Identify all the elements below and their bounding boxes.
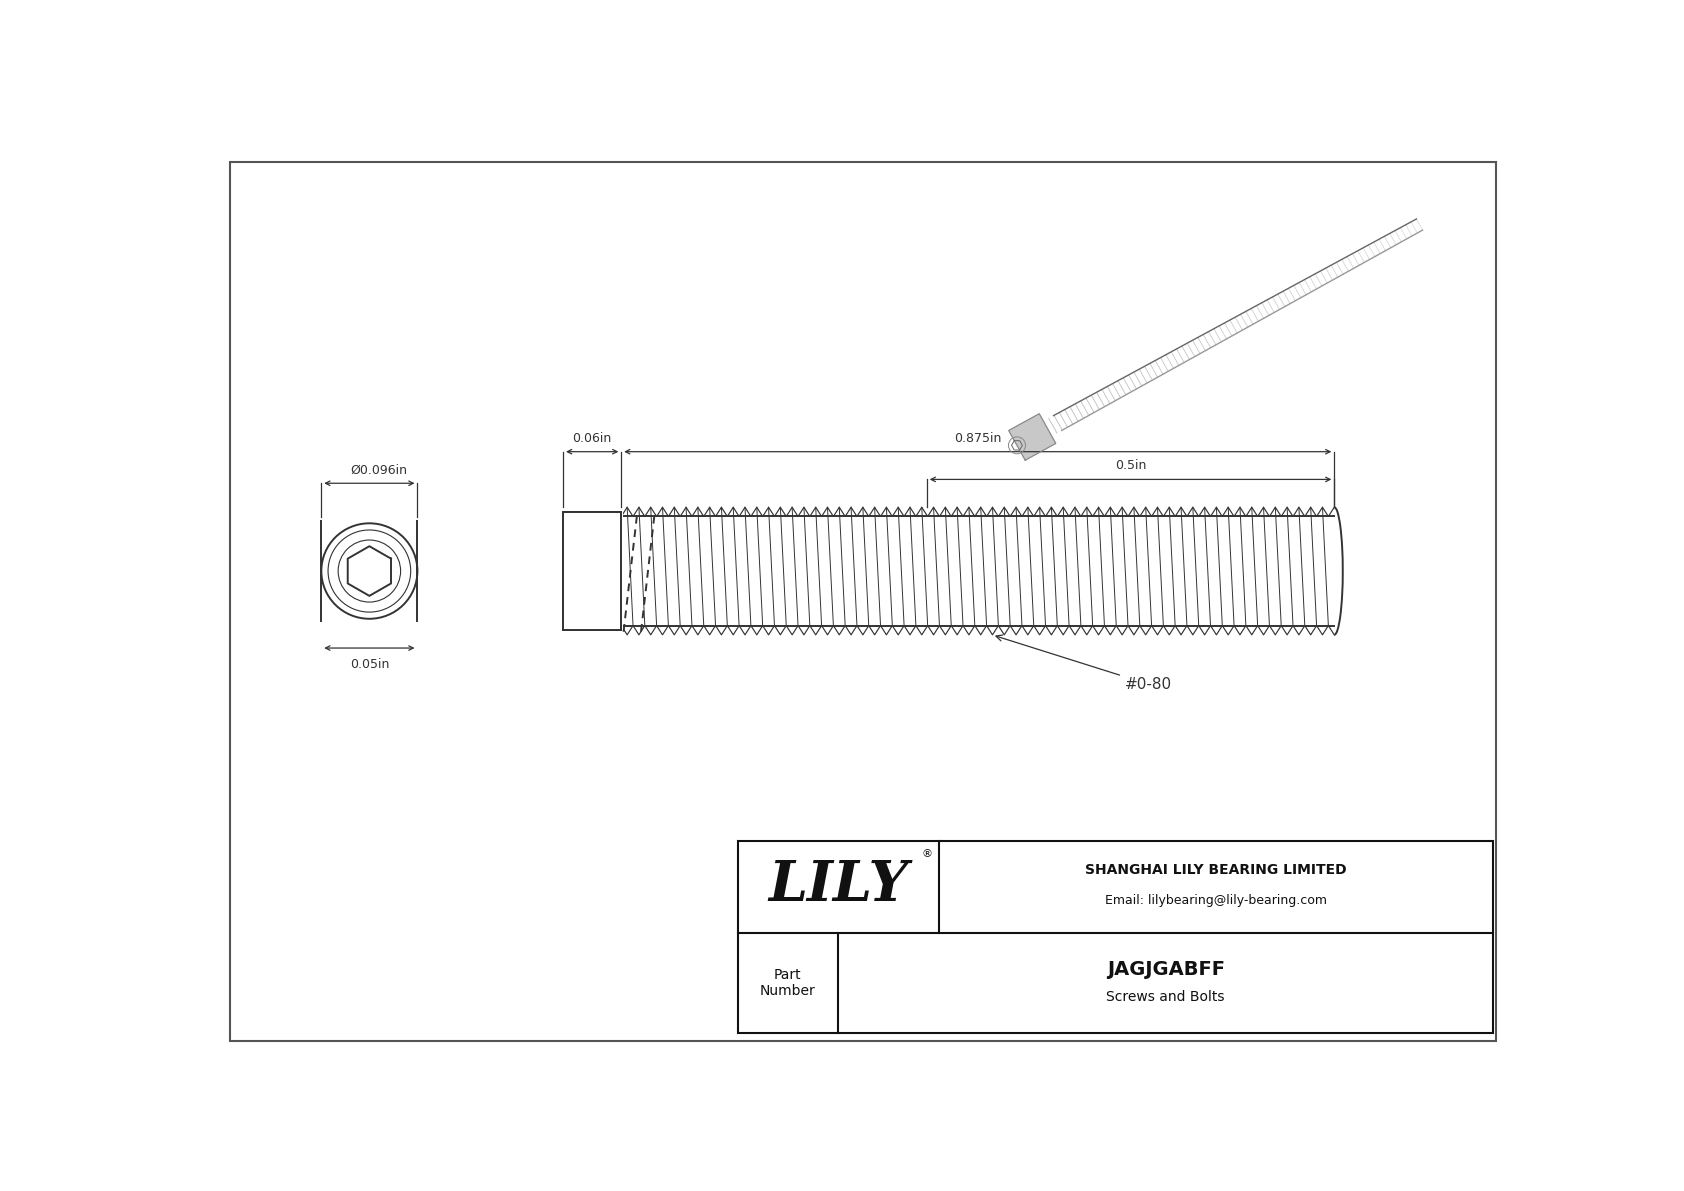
Text: #0-80: #0-80 [995, 635, 1172, 692]
Text: 0.875in: 0.875in [955, 432, 1002, 444]
Bar [562, 512, 623, 630]
Text: 0.05in: 0.05in [350, 659, 389, 671]
Text: SHANGHAI LILY BEARING LIMITED: SHANGHAI LILY BEARING LIMITED [1084, 862, 1347, 877]
Text: 0.06in: 0.06in [573, 432, 611, 444]
Text: Screws and Bolts: Screws and Bolts [1106, 990, 1224, 1004]
Bar [562, 512, 621, 630]
Bar [562, 512, 621, 630]
Text: ®: ® [921, 849, 933, 860]
Text: 0.5in: 0.5in [1115, 460, 1147, 473]
Text: Email: lilybearing@lily-bearing.com: Email: lilybearing@lily-bearing.com [1105, 894, 1327, 908]
Text: Ø0.096in: Ø0.096in [350, 464, 408, 478]
Polygon shape [1009, 413, 1056, 460]
Bar [738, 841, 1494, 1033]
Text: JAGJGABFF: JAGJGABFF [1106, 960, 1224, 979]
Text: LILY: LILY [768, 858, 908, 912]
Text: Part
Number: Part Number [759, 968, 815, 998]
